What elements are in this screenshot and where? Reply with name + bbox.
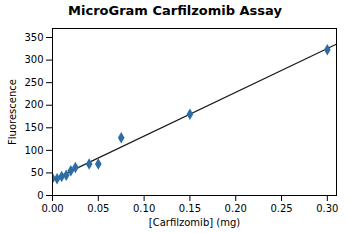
- svg-text:50: 50: [31, 167, 44, 178]
- svg-text:250: 250: [24, 77, 43, 88]
- svg-text:300: 300: [24, 54, 43, 65]
- svg-text:0.10: 0.10: [133, 203, 155, 214]
- svg-text:[Carfilzomib] (mg): [Carfilzomib] (mg): [149, 217, 241, 228]
- svg-text:0.20: 0.20: [225, 203, 247, 214]
- svg-text:Fluorescence: Fluorescence: [7, 79, 18, 145]
- svg-text:0.15: 0.15: [179, 203, 201, 214]
- svg-text:0.00: 0.00: [41, 203, 63, 214]
- svg-text:350: 350: [24, 32, 43, 43]
- svg-text:0: 0: [37, 190, 43, 201]
- svg-text:150: 150: [24, 122, 43, 133]
- svg-text:100: 100: [24, 145, 43, 156]
- svg-text:0.25: 0.25: [270, 203, 292, 214]
- svg-text:200: 200: [24, 99, 43, 110]
- svg-text:0.30: 0.30: [316, 203, 338, 214]
- html-text:MicroGram Carfilzomib Assay: MicroGram Carfilzomib Assay: [68, 3, 282, 18]
- svg-text:0.05: 0.05: [87, 203, 109, 214]
